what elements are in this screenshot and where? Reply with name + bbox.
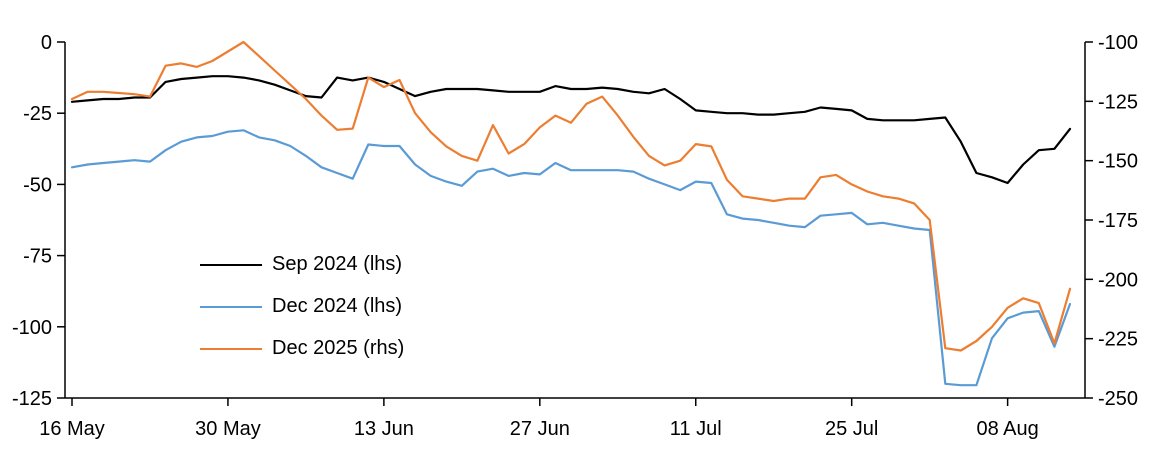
legend: Sep 2024 (lhs) Dec 2024 (lhs) Dec 2025 (… — [200, 251, 404, 362]
x-axis-tick-label: 08 Aug — [976, 418, 1038, 440]
right-axis-tick-label: -225 — [1098, 329, 1138, 351]
legend-label-dec-2024: Dec 2024 (lhs) — [272, 295, 403, 317]
x-axis-tick-label: 25 Jul — [825, 418, 878, 440]
right-axis-tick-label: -150 — [1098, 151, 1138, 173]
right-axis-tick-label: -100 — [1098, 32, 1138, 54]
left-axis-tick-label: -25 — [23, 103, 52, 125]
left-axis-tick-label: -100 — [12, 317, 52, 339]
x-axis-tick-label: 13 Jun — [354, 418, 414, 440]
left-axis-tick-label: -125 — [12, 388, 52, 410]
right-axis-tick-label: -200 — [1098, 269, 1138, 291]
right-axis-tick-label: -175 — [1098, 210, 1138, 232]
series-line-dec-2024-lhs — [70, 129, 1072, 387]
legend-item-dec-2025: Dec 2025 (rhs) — [200, 335, 404, 362]
legend-item-sep-2024: Sep 2024 (lhs) — [200, 251, 404, 278]
right-axis-tick-label: -125 — [1098, 91, 1138, 113]
left-axis-tick-label: -50 — [23, 174, 52, 196]
x-axis-tick-label: 27 Jun — [510, 418, 570, 440]
left-axis-tick-label: 0 — [41, 32, 52, 54]
x-axis-tick-label: 16 May — [39, 418, 105, 440]
right-axis-tick-label: -250 — [1098, 388, 1138, 410]
legend-item-dec-2024: Dec 2024 (lhs) — [200, 293, 404, 320]
series-line-dec-2025-rhs — [70, 40, 1072, 352]
series-line-sep-2024-lhs — [70, 75, 1072, 185]
legend-line-swatch-sep-2024 — [200, 263, 262, 266]
legend-line-swatch-dec-2025 — [200, 347, 262, 350]
left-axis-tick-label: -75 — [23, 246, 52, 268]
legend-label-dec-2025: Dec 2025 (rhs) — [272, 337, 405, 359]
x-axis-tick-label: 11 Jul — [670, 418, 722, 440]
legend-line-swatch-dec-2024 — [200, 305, 262, 308]
legend-label-sep-2024: Sep 2024 (lhs) — [272, 253, 403, 275]
x-axis-tick-label: 30 May — [195, 418, 261, 440]
